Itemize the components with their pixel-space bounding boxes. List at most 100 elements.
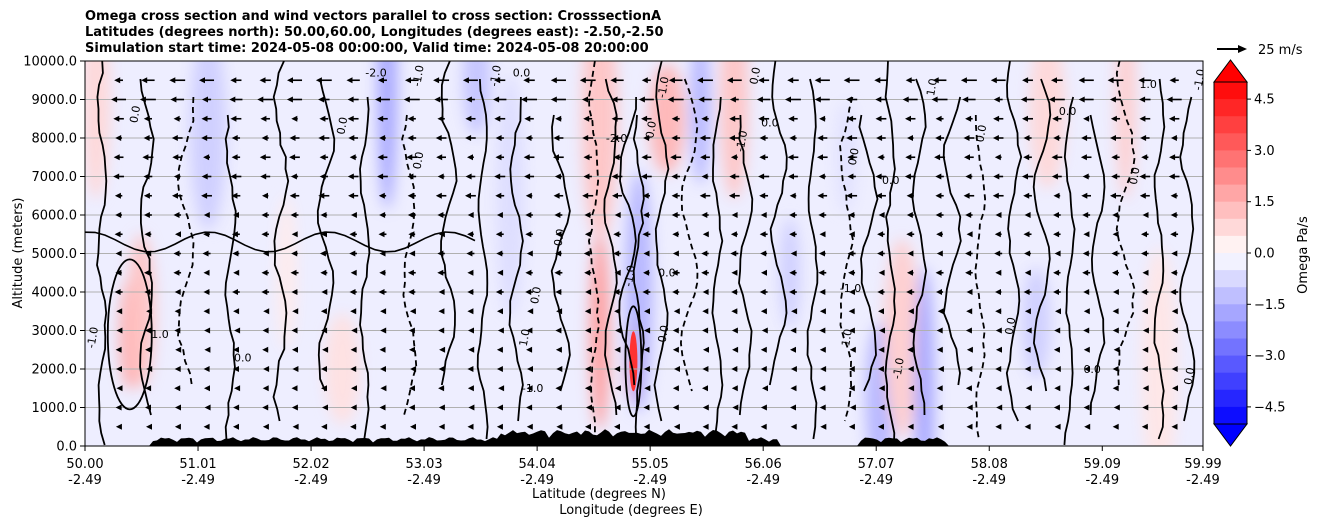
- wind-vector: [995, 385, 1002, 392]
- wind-vector: [966, 404, 973, 411]
- wind-vector-head: [142, 154, 149, 161]
- wind-vector: [408, 404, 415, 411]
- contour-label: 0.0: [234, 351, 252, 364]
- wind-vector: [1082, 173, 1090, 180]
- wind-vector-head: [115, 135, 122, 141]
- wind-vector-head: [993, 173, 1000, 180]
- wind-vector-head: [496, 423, 503, 430]
- wind-vector-head: [614, 404, 621, 411]
- wind-vector-head: [1112, 385, 1119, 392]
- wind-vector-head: [496, 366, 503, 372]
- wind-vector: [878, 404, 885, 411]
- wind-vector: [319, 154, 329, 161]
- colorbar-segment: [1214, 235, 1247, 254]
- x-tick-label-lat: 55.05: [632, 457, 669, 472]
- wind-vector-head: [521, 96, 528, 103]
- wind-vector-head: [760, 404, 767, 411]
- colorbar-segment: [1214, 167, 1247, 185]
- wind-vector: [993, 96, 1003, 103]
- wind-vector: [1171, 346, 1178, 353]
- wind-vector: [905, 115, 916, 122]
- wind-vector-head: [731, 269, 738, 276]
- wind-vector-head: [1082, 250, 1089, 257]
- wind-vector-head: [496, 250, 503, 257]
- wind-vector-head: [936, 385, 943, 392]
- wind-vector: [671, 269, 680, 276]
- wind-vector: [702, 327, 709, 334]
- wind-vector-head: [730, 231, 737, 238]
- wind-vector: [642, 212, 650, 218]
- wind-vector: [204, 385, 210, 392]
- wind-vector-head: [787, 154, 794, 161]
- wind-vector-head: [495, 135, 502, 141]
- wind-vector: [996, 346, 1002, 353]
- wind-vector: [348, 135, 358, 141]
- wind-vector: [525, 289, 533, 295]
- wind-vector-head: [319, 154, 326, 161]
- wind-vector: [1141, 423, 1148, 430]
- wind-vector-head: [408, 327, 415, 334]
- wind-vector: [818, 173, 826, 180]
- wind-vector-head: [1083, 115, 1090, 122]
- wind-vector: [848, 366, 855, 372]
- wind-vector: [847, 154, 856, 161]
- wind-vector: [697, 77, 713, 84]
- wind-vector: [375, 96, 390, 103]
- wind-vector: [320, 308, 327, 315]
- wind-vector-head: [116, 308, 123, 315]
- wind-vector-head: [1083, 231, 1090, 238]
- wind-vector-head: [141, 77, 148, 84]
- wind-vector: [1171, 327, 1178, 334]
- wind-vector: [993, 173, 1004, 180]
- wind-vector: [759, 289, 768, 295]
- wind-vector: [1054, 423, 1061, 430]
- wind-vector: [435, 192, 447, 199]
- wind-vector: [672, 346, 679, 353]
- wind-vector: [408, 289, 416, 295]
- wind-vector: [377, 173, 388, 180]
- wind-vector: [468, 346, 475, 353]
- wind-vector: [233, 404, 240, 411]
- wind-vector-head: [321, 423, 328, 430]
- wind-vector-head: [790, 366, 797, 372]
- y-tick-label: 10000.0: [23, 55, 77, 70]
- wind-vector: [612, 135, 622, 141]
- wind-vector: [115, 212, 122, 218]
- wind-vector-head: [789, 231, 796, 238]
- wind-vector: [232, 289, 240, 295]
- wind-vector: [524, 173, 535, 180]
- quiver-key-label: 25 m/s: [1258, 43, 1303, 58]
- wind-vector-head: [759, 192, 766, 199]
- wind-vector: [438, 327, 445, 334]
- wind-vector-head: [874, 77, 881, 84]
- wind-vector: [1112, 308, 1119, 315]
- wind-vector-head: [790, 404, 796, 411]
- x-tick-label-lat: 58.08: [971, 457, 1008, 472]
- wind-vector: [554, 269, 563, 276]
- wind-vector-head: [584, 269, 591, 276]
- wind-vector-head: [1110, 135, 1116, 141]
- wind-vector: [286, 96, 303, 103]
- wind-vector-head: [405, 77, 411, 84]
- wind-vector: [231, 231, 240, 238]
- wind-vector: [435, 135, 447, 141]
- wind-vector-head: [497, 327, 504, 334]
- wind-vector: [526, 404, 533, 411]
- wind-vector-head: [849, 346, 856, 353]
- wind-vector-head: [322, 346, 329, 353]
- wind-vector-head: [847, 173, 854, 180]
- wind-vector: [612, 192, 623, 199]
- omega-region: [85, 61, 111, 199]
- contour-line: [1179, 96, 1196, 422]
- x-tick-label-lat: 59.09: [1084, 457, 1121, 472]
- wind-vector-head: [1112, 366, 1119, 372]
- colorbar-tick-label: 4.5: [1254, 93, 1275, 108]
- colorbar-segment: [1214, 270, 1247, 288]
- wind-vector-head: [346, 77, 353, 84]
- wind-vector-head: [1166, 96, 1173, 103]
- quiver-key: 25 m/s: [1217, 43, 1303, 58]
- wind-vector: [173, 115, 181, 122]
- wind-vector-head: [641, 173, 647, 180]
- wind-vector: [732, 346, 739, 353]
- wind-vector-head: [583, 154, 590, 161]
